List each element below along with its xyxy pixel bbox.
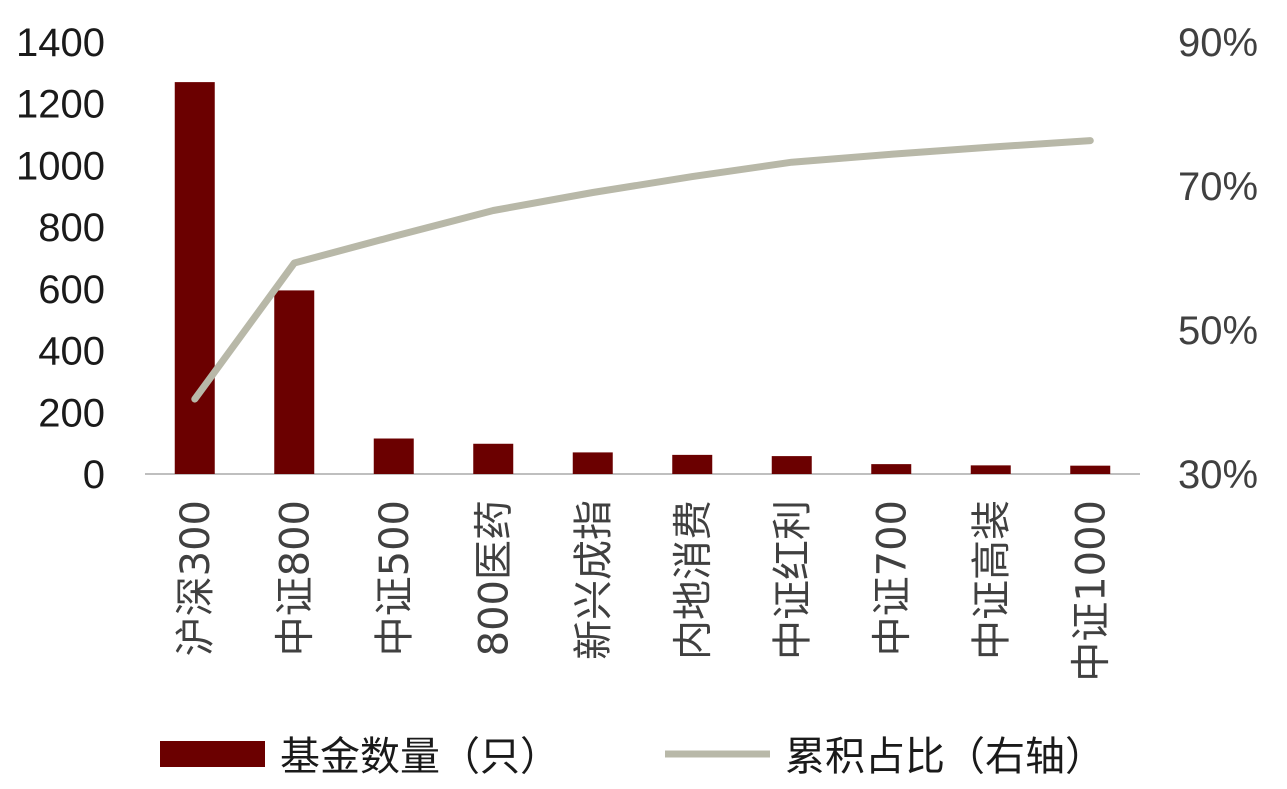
bar [473, 443, 514, 474]
bar [771, 456, 812, 474]
category-label: 沪深300 [173, 500, 219, 656]
category-label: 内地消费 [670, 500, 716, 660]
legend-bar-swatch [160, 741, 265, 767]
legend: 基金数量（只） 累积占比（右轴） [160, 734, 1105, 780]
cumulative-line [191, 137, 1094, 403]
left-tick-label: 1200 [16, 83, 105, 127]
right-tick-label: 30% [1178, 453, 1258, 497]
right-tick-label: 70% [1178, 165, 1258, 209]
bar [970, 465, 1011, 474]
bar [274, 290, 315, 474]
left-tick-label: 1000 [16, 144, 105, 188]
category-label: 中证高装 [969, 500, 1015, 660]
category-label: 中证800 [272, 500, 318, 656]
legend-bar-label: 基金数量（只） [280, 734, 560, 780]
bar [572, 452, 613, 474]
right-axis: 30% 50% 70% 90% [1178, 21, 1258, 497]
category-label: 中证500 [372, 500, 418, 656]
right-tick-label: 90% [1178, 21, 1258, 65]
legend-line-label: 累积占比（右轴） [785, 734, 1105, 780]
category-label: 中证1000 [1068, 500, 1114, 682]
bar [672, 454, 713, 474]
bar [1070, 465, 1111, 474]
left-axis: 0 200 400 600 800 1000 1200 1400 [16, 21, 105, 497]
category-label: 中证红利 [770, 500, 816, 660]
right-tick-label: 50% [1178, 309, 1258, 353]
category-labels: 沪深300 中证800 中证500 800医药 新兴成指 内地消费 中证红利 中证700 中证高… [173, 500, 1115, 682]
bar [871, 464, 912, 474]
left-tick-label: 0 [83, 453, 105, 497]
left-tick-label: 200 [38, 391, 105, 435]
bar [373, 438, 414, 474]
left-tick-label: 600 [38, 268, 105, 312]
category-label: 中证700 [869, 500, 915, 656]
category-label: 800医药 [471, 500, 517, 656]
category-label: 新兴成指 [571, 500, 617, 660]
left-tick-label: 400 [38, 330, 105, 374]
left-tick-label: 800 [38, 206, 105, 250]
bar [174, 82, 215, 474]
bar-series [174, 82, 1111, 474]
left-tick-label: 1400 [16, 21, 105, 65]
